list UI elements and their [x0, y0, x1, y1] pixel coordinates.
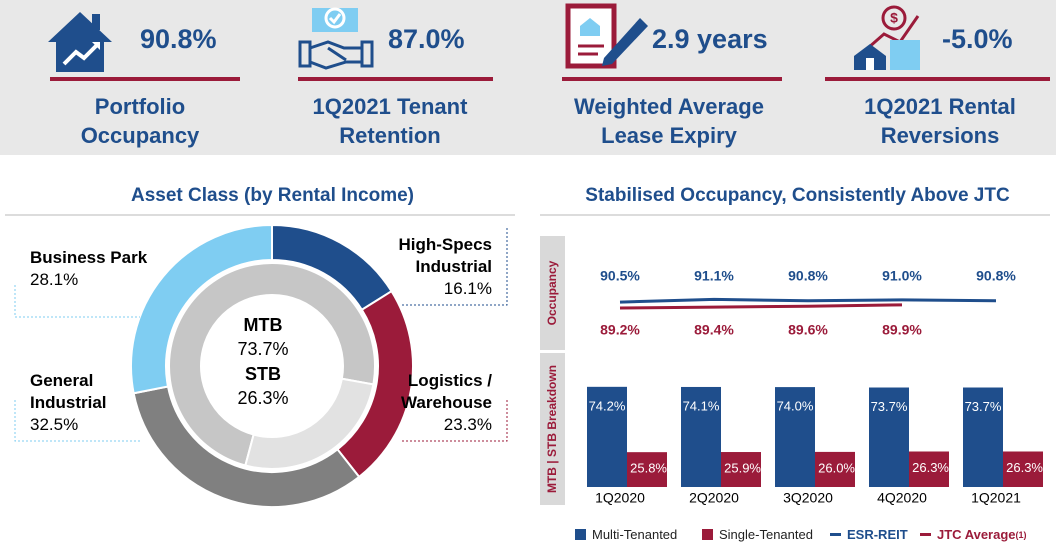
- slice-label: Logistics / Warehouse 23.3%: [372, 370, 492, 436]
- kpi-value: 87.0%: [388, 24, 465, 54]
- line-value-label: 89.2%: [600, 322, 640, 338]
- kpi-icons: $: [48, 3, 920, 72]
- bar-value-label: 26.0%: [818, 460, 855, 475]
- bar-value-label: 26.3%: [1006, 460, 1043, 475]
- slice-label: Business Park 28.1%: [30, 247, 150, 291]
- line-value-label: 89.4%: [694, 322, 734, 338]
- building-icon: $: [854, 5, 920, 70]
- legend-note: (1): [1015, 529, 1027, 540]
- leader-box: [14, 285, 140, 318]
- legend-label: Single-Tenanted: [719, 527, 813, 542]
- legend-swatch: [702, 529, 713, 540]
- donut-segment: [244, 377, 375, 470]
- slice-value: 32.5%: [30, 415, 79, 434]
- kpi-label: Portfolio Occupancy: [80, 94, 200, 148]
- legend-label: ESR-REIT: [847, 527, 908, 542]
- house-icon: [48, 12, 112, 72]
- kpi-value: 2.9 years: [652, 24, 768, 54]
- bar: [627, 452, 667, 487]
- kpi-label: Weighted Average Lease Expiry: [574, 94, 764, 148]
- y-axis-label: Occupancy: [545, 260, 559, 325]
- legend-item: Multi-Tenanted: [575, 527, 677, 542]
- handshake-icon: [298, 7, 374, 70]
- bar-value-label: 74.0%: [777, 399, 814, 414]
- legend-label: Multi-Tenanted: [592, 527, 678, 542]
- kpi-underline: [825, 77, 1050, 81]
- leader-box: [400, 400, 508, 442]
- donut-segment: [168, 262, 376, 467]
- legend-item: Single-Tenanted: [702, 527, 813, 542]
- legend-label: JTC Average: [937, 527, 1016, 542]
- axis-label-box: [540, 236, 565, 350]
- kpi-underline: [50, 77, 240, 81]
- slice-label: General Industrial 32.5%: [30, 370, 150, 436]
- x-tick-label: 3Q2020: [783, 490, 833, 506]
- bar: [587, 386, 627, 487]
- center-value: 73.7%: [237, 339, 288, 359]
- bar: [1003, 451, 1043, 487]
- bar: [963, 387, 1003, 487]
- bar-value-label: 26.3%: [912, 460, 949, 475]
- slice-name: Business Park: [30, 248, 148, 267]
- line-value-label: 90.5%: [600, 268, 640, 284]
- document-icon: [565, 3, 648, 69]
- bar-value-label: 73.7%: [871, 399, 908, 414]
- bar: [909, 451, 949, 487]
- center-value: 26.3%: [237, 388, 288, 408]
- slice-name: General Industrial: [30, 371, 107, 412]
- kpi-underline: [562, 77, 782, 81]
- x-tick-label: 4Q2020: [877, 490, 927, 506]
- slice-value: 23.3%: [443, 415, 492, 434]
- x-tick-label: 1Q2021: [971, 490, 1021, 506]
- line-value-label: 91.1%: [694, 268, 734, 284]
- slice-label: High-Specs Industrial 16.1%: [372, 234, 492, 300]
- legend-swatch: [920, 533, 931, 536]
- slice-value: 28.1%: [30, 270, 79, 289]
- legend-swatch: [575, 529, 586, 540]
- slice-name: Logistics / Warehouse: [400, 371, 492, 412]
- bar: [681, 386, 721, 487]
- bar-value-label: 74.2%: [589, 398, 626, 413]
- line-value-label: 89.6%: [788, 322, 828, 338]
- bar: [721, 452, 761, 487]
- center-label: MTB: [244, 315, 283, 335]
- line-value-label: 91.0%: [882, 268, 922, 284]
- x-tick-label: 1Q2020: [595, 490, 645, 506]
- bar-value-label: 73.7%: [965, 399, 1002, 414]
- legend-item: ESR-REIT: [830, 527, 908, 542]
- kpi-underline: [298, 77, 493, 81]
- leader-box: [400, 228, 508, 306]
- legend-swatch: [830, 533, 841, 536]
- bar: [869, 387, 909, 487]
- y-axis-label: MTB | STB Breakdown: [545, 365, 559, 493]
- bar: [775, 387, 815, 487]
- kpi-label: 1Q2021 Tenant Retention: [312, 94, 468, 148]
- bar-value-label: 74.1%: [683, 398, 720, 413]
- bar: [815, 451, 855, 487]
- x-tick-label: 2Q2020: [689, 490, 739, 506]
- axis-label-box: [540, 353, 565, 505]
- donut-segment: [130, 223, 273, 395]
- svg-text:$: $: [890, 10, 898, 26]
- chart-title: Asset Class (by Rental Income): [131, 185, 414, 206]
- bar-value-label: 25.9%: [724, 460, 761, 475]
- chart-title: Stabilised Occupancy, Consistently Above…: [585, 185, 1010, 206]
- kpi-value: 90.8%: [140, 24, 217, 54]
- legend-item: JTC Average (1): [920, 527, 1027, 542]
- kpi-value: -5.0%: [942, 24, 1013, 54]
- bar-value-label: 25.8%: [630, 461, 667, 476]
- center-label: STB: [245, 364, 281, 384]
- slice-name: High-Specs Industrial: [398, 235, 492, 276]
- kpi-label: 1Q2021 Rental Reversions: [864, 94, 1016, 148]
- line: [619, 303, 903, 310]
- line-value-label: 89.9%: [882, 322, 922, 338]
- leader-box: [14, 400, 140, 442]
- line-value-label: 90.8%: [788, 268, 828, 284]
- line: [619, 297, 997, 304]
- slice-value: 16.1%: [443, 279, 492, 298]
- line-value-label: 90.8%: [976, 268, 1016, 284]
